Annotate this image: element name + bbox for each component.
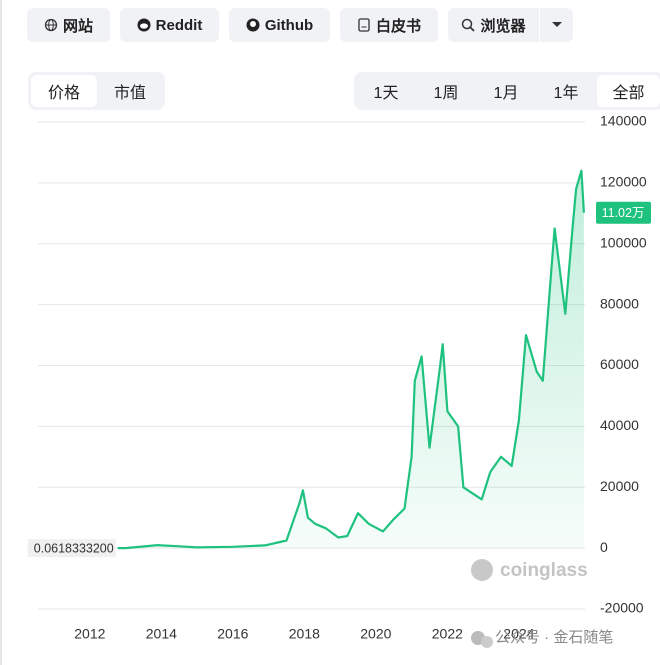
y-tick-label: 80000: [600, 295, 639, 311]
reddit-button[interactable]: Reddit: [120, 8, 219, 42]
x-tick-label: 2016: [217, 626, 248, 642]
watermark-text: coinglass: [500, 560, 588, 581]
label: Github: [264, 16, 314, 34]
icon: [358, 18, 370, 32]
x-tick-label: 2024: [503, 626, 534, 642]
label: Reddit: [155, 16, 203, 34]
x-tick-label: 2022: [432, 626, 463, 642]
y-tick-label: 0: [600, 539, 608, 555]
dropdown-button[interactable]: [540, 8, 573, 42]
x-tick-label: 2018: [289, 626, 320, 642]
footer-text: 公众号 · 金石随笔: [495, 629, 613, 646]
last-label-box: [596, 201, 651, 224]
label: 白皮书: [375, 17, 421, 35]
website-button[interactable]: 网站: [27, 8, 110, 42]
price-line: [117, 169, 585, 550]
first-label: 0.0618333200: [34, 541, 114, 555]
first-label-box: [27, 539, 116, 558]
x-tick-label: 2014: [146, 626, 177, 642]
range-group: 1天 1周 1月 1年 全部: [354, 72, 660, 110]
range[interactable]: 1周: [433, 85, 459, 102]
github-button[interactable]: Github: [229, 8, 330, 42]
y-tick-label: 140000: [600, 113, 647, 129]
range[interactable]: 全部: [597, 75, 660, 107]
last-label: 11.02万: [602, 206, 645, 220]
range[interactable]: 1年: [553, 85, 579, 102]
y-tick-label: 60000: [600, 356, 639, 372]
y-tick-label: 120000: [600, 174, 647, 190]
area-fill: [117, 170, 584, 549]
tab-group: 价格 市值: [28, 72, 165, 110]
y-tick-label: 40000: [600, 417, 639, 433]
range[interactable]: 1天: [373, 85, 399, 102]
x-tick-label: 2020: [360, 626, 391, 642]
icon: [551, 22, 562, 27]
icon: [44, 18, 58, 32]
footer: 公众号 · 金石随笔: [471, 629, 613, 648]
y-tick-label: 20000: [600, 478, 639, 494]
explorer-button[interactable]: 浏览器: [448, 8, 539, 42]
tab[interactable]: 市值: [113, 85, 146, 102]
y-tick-label: 100000: [600, 234, 647, 250]
icon: [137, 18, 151, 32]
watermark: coinglass: [471, 559, 588, 581]
icon: [246, 18, 260, 32]
icon: [462, 18, 476, 32]
edge: [0, 0, 2, 665]
label: 网站: [62, 17, 93, 35]
x-tick-label: 2012: [74, 626, 105, 642]
tab[interactable]: 价格: [31, 75, 97, 107]
range[interactable]: 1月: [493, 85, 519, 102]
y-tick-label: -20000: [600, 600, 644, 616]
label: 浏览器: [480, 17, 526, 35]
whitepaper-button[interactable]: 白皮书: [340, 8, 438, 42]
